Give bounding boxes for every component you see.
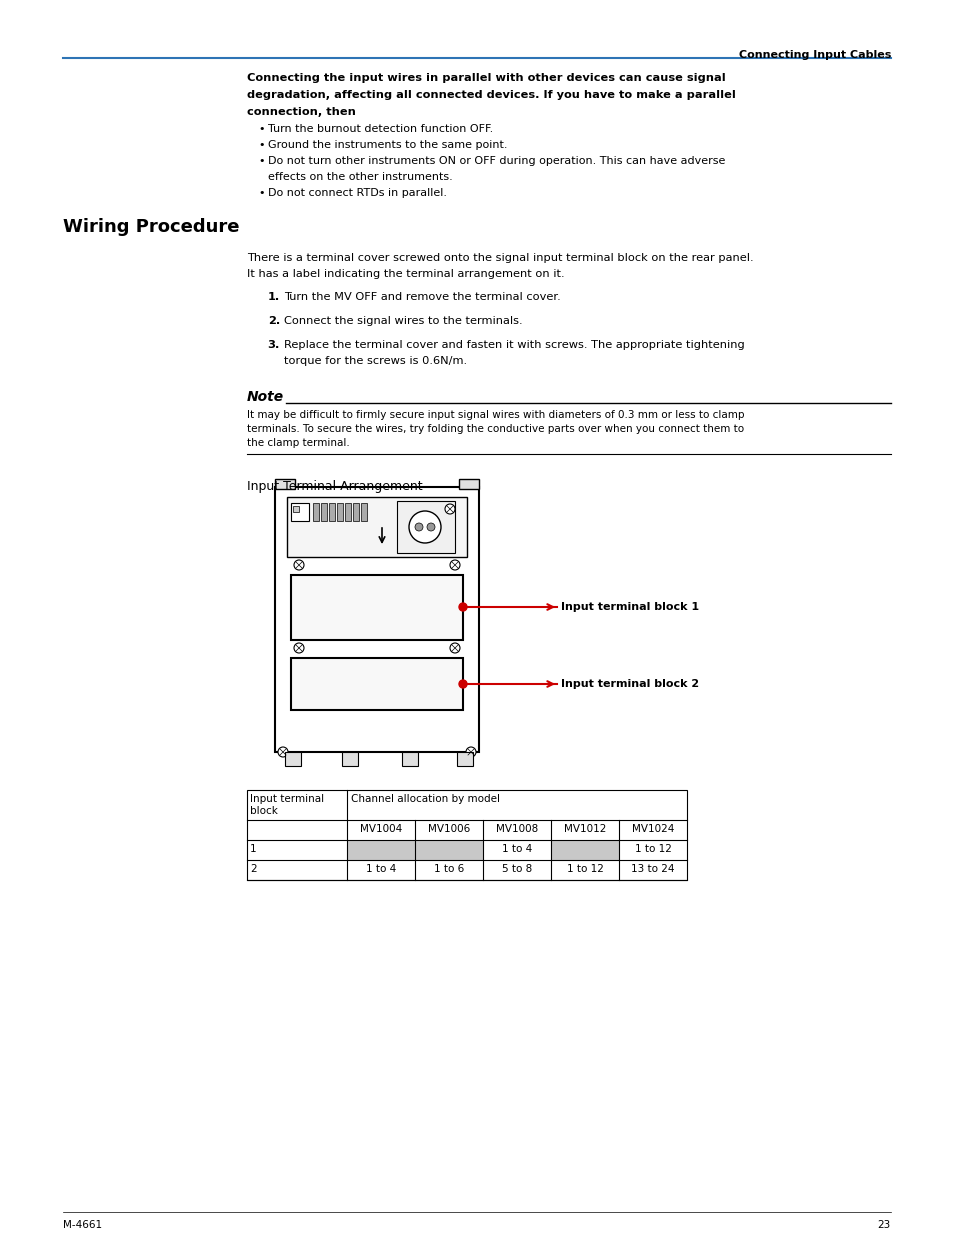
Text: Input terminal block 2: Input terminal block 2 xyxy=(560,679,699,689)
Text: block: block xyxy=(250,806,277,816)
Bar xyxy=(347,840,415,860)
Text: 5 to 8: 5 to 8 xyxy=(501,864,532,874)
Circle shape xyxy=(465,747,476,757)
Text: 1 to 6: 1 to 6 xyxy=(434,864,464,874)
Text: Input terminal block 1: Input terminal block 1 xyxy=(560,601,699,613)
Circle shape xyxy=(458,680,467,688)
Text: terminals. To secure the wires, try folding the conductive parts over when you c: terminals. To secure the wires, try fold… xyxy=(247,424,743,433)
Circle shape xyxy=(450,559,459,571)
Bar xyxy=(551,840,618,860)
Text: Ground the instruments to the same point.: Ground the instruments to the same point… xyxy=(268,140,507,149)
Text: 1 to 12: 1 to 12 xyxy=(634,844,671,853)
Circle shape xyxy=(458,603,467,611)
Bar xyxy=(456,752,473,766)
Bar xyxy=(247,790,686,881)
Text: MV1024: MV1024 xyxy=(631,824,674,834)
Bar xyxy=(274,479,294,489)
Bar xyxy=(313,503,318,521)
Circle shape xyxy=(277,747,288,757)
Text: the clamp terminal.: the clamp terminal. xyxy=(247,438,350,448)
Bar xyxy=(396,501,455,553)
Bar xyxy=(293,506,298,513)
Bar xyxy=(291,503,309,521)
Bar xyxy=(329,503,335,521)
Text: 2: 2 xyxy=(250,864,256,874)
Text: degradation, affecting all connected devices. If you have to make a parallel: degradation, affecting all connected dev… xyxy=(247,90,735,100)
Text: 1.: 1. xyxy=(268,291,280,303)
Text: Replace the terminal cover and fasten it with screws. The appropriate tightening: Replace the terminal cover and fasten it… xyxy=(284,340,744,350)
Bar xyxy=(336,503,343,521)
Text: M-4661: M-4661 xyxy=(63,1220,102,1230)
Text: Turn the burnout detection function OFF.: Turn the burnout detection function OFF. xyxy=(268,124,493,135)
Text: 1 to 12: 1 to 12 xyxy=(566,864,603,874)
Text: 13 to 24: 13 to 24 xyxy=(631,864,674,874)
Text: Connecting Input Cables: Connecting Input Cables xyxy=(738,49,890,61)
Circle shape xyxy=(415,522,422,531)
Bar xyxy=(458,479,478,489)
Text: Input Terminal Arrangement: Input Terminal Arrangement xyxy=(247,480,422,493)
Bar xyxy=(291,576,462,640)
Circle shape xyxy=(427,522,435,531)
Bar xyxy=(345,503,351,521)
Bar xyxy=(320,503,327,521)
Text: Do not connect RTDs in parallel.: Do not connect RTDs in parallel. xyxy=(268,188,447,198)
Circle shape xyxy=(409,511,440,543)
Text: •: • xyxy=(257,156,264,165)
Text: Note: Note xyxy=(247,390,284,404)
Bar xyxy=(415,840,482,860)
Bar xyxy=(360,503,367,521)
Text: •: • xyxy=(257,188,264,198)
Circle shape xyxy=(294,559,304,571)
Text: connection, then: connection, then xyxy=(247,107,355,117)
Text: MV1004: MV1004 xyxy=(359,824,402,834)
Text: MV1006: MV1006 xyxy=(428,824,470,834)
Text: •: • xyxy=(257,140,264,149)
Text: effects on the other instruments.: effects on the other instruments. xyxy=(268,172,453,182)
Bar xyxy=(287,496,467,557)
Text: Input terminal: Input terminal xyxy=(250,794,324,804)
Text: 2.: 2. xyxy=(268,316,280,326)
Text: 1 to 4: 1 to 4 xyxy=(366,864,395,874)
Text: Turn the MV OFF and remove the terminal cover.: Turn the MV OFF and remove the terminal … xyxy=(284,291,560,303)
Text: 3.: 3. xyxy=(268,340,280,350)
Circle shape xyxy=(444,504,455,514)
Bar xyxy=(285,752,301,766)
Text: Do not turn other instruments ON or OFF during operation. This can have adverse: Do not turn other instruments ON or OFF … xyxy=(268,156,724,165)
Bar xyxy=(353,503,358,521)
Bar xyxy=(401,752,417,766)
Text: There is a terminal cover screwed onto the signal input terminal block on the re: There is a terminal cover screwed onto t… xyxy=(247,253,753,263)
Text: torque for the screws is 0.6N/m.: torque for the screws is 0.6N/m. xyxy=(284,356,467,366)
Text: Connect the signal wires to the terminals.: Connect the signal wires to the terminal… xyxy=(284,316,522,326)
Text: 1 to 4: 1 to 4 xyxy=(501,844,532,853)
Circle shape xyxy=(450,643,459,653)
Bar xyxy=(341,752,357,766)
Text: Wiring Procedure: Wiring Procedure xyxy=(63,219,239,236)
Text: Connecting the input wires in parallel with other devices can cause signal: Connecting the input wires in parallel w… xyxy=(247,73,725,83)
Bar xyxy=(274,487,478,752)
Text: It has a label indicating the terminal arrangement on it.: It has a label indicating the terminal a… xyxy=(247,269,564,279)
Text: It may be difficult to firmly secure input signal wires with diameters of 0.3 mm: It may be difficult to firmly secure inp… xyxy=(247,410,743,420)
Bar xyxy=(291,658,462,710)
Text: MV1012: MV1012 xyxy=(563,824,605,834)
Text: MV1008: MV1008 xyxy=(496,824,537,834)
Text: •: • xyxy=(257,124,264,135)
Text: 1: 1 xyxy=(250,844,256,853)
Circle shape xyxy=(294,643,304,653)
Text: Channel allocation by model: Channel allocation by model xyxy=(351,794,499,804)
Text: 23: 23 xyxy=(877,1220,890,1230)
